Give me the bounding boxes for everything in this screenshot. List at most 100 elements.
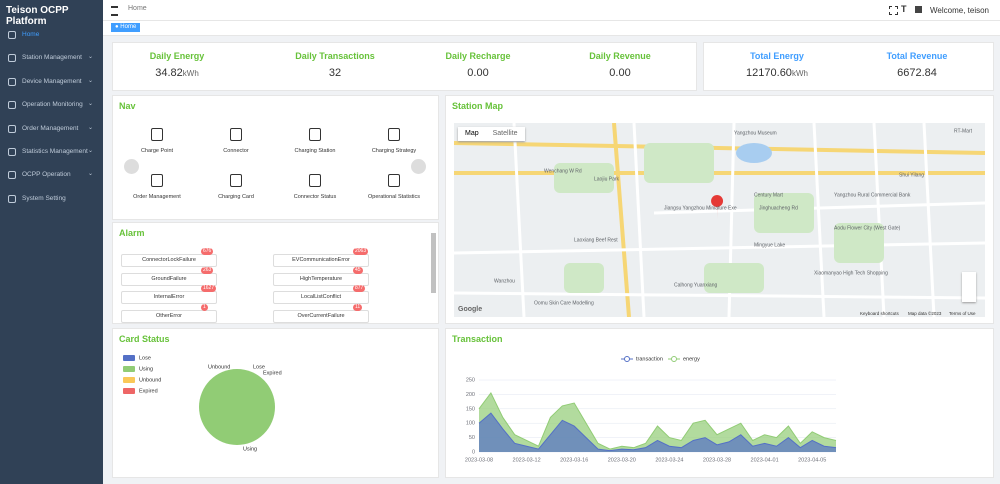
menu-item[interactable]: Station Management ⌄	[0, 51, 103, 65]
menu-item[interactable]: Device Management ⌄	[0, 75, 103, 89]
map-label: Yangzhou Rural Commercial Bank	[834, 192, 911, 198]
tag[interactable]: ● Home	[111, 23, 141, 32]
nav-item[interactable]: Connector	[196, 126, 276, 160]
map-park	[704, 263, 764, 293]
menu-arrow: ⌄	[88, 124, 94, 131]
alarm-item[interactable]: LocalListConflict	[273, 291, 369, 304]
carousel-next[interactable]	[411, 159, 426, 174]
scrollbar[interactable]	[431, 233, 436, 293]
pie-label: Using	[243, 446, 257, 452]
map-lake	[736, 143, 772, 163]
legend-marker	[671, 356, 677, 362]
avatar[interactable]	[915, 6, 922, 13]
nav-item[interactable]: Connector Status	[275, 172, 355, 206]
alarm-item[interactable]: EVCommunicationError	[273, 254, 369, 267]
menu-item[interactable]: Operation Monitoring ⌄	[0, 98, 103, 112]
alarm-badge: 877	[353, 285, 366, 292]
menu-icon	[8, 148, 16, 156]
menu-icon	[8, 124, 16, 133]
map-road	[922, 123, 936, 317]
map-road	[812, 123, 826, 317]
panel-title: Card Status	[119, 334, 170, 344]
menu-item[interactable]: Order Management ⌄	[0, 122, 103, 136]
nav-icon	[388, 174, 400, 187]
map-type-button[interactable]: Satellite	[492, 130, 518, 137]
alarm-item[interactable]: OtherError	[121, 309, 217, 323]
nav-icon	[388, 128, 400, 141]
breadcrumb: Home	[128, 5, 147, 12]
card-status-panel: Card Status Lose Using Unbound Expired Lose Us…	[112, 328, 439, 478]
nav-label: Charging Station	[294, 148, 336, 154]
stat-label: Total Revenue	[886, 51, 948, 61]
x-tick-label: 2023-03-08	[465, 457, 493, 463]
map-label: Aodu Flower City (West Gate)	[834, 225, 901, 231]
menu-item[interactable]: System Setting	[0, 192, 103, 206]
daily-stats: Daily Energy 34.82kWh Daily Transactions 32…	[112, 42, 697, 91]
area	[479, 413, 836, 452]
alarm-panel: Alarm ConnectorLockFailure 676 EVCommunica…	[112, 222, 439, 324]
map-label: Wanzhou	[494, 278, 515, 284]
menu-item[interactable]: Home	[0, 28, 103, 42]
menu-label: Order Management	[22, 124, 79, 132]
stat-number: 12170.60	[746, 67, 792, 79]
pie-label: Lose	[253, 364, 265, 370]
nav-label: Connector	[223, 148, 249, 154]
transaction-panel: Transaction 0 50 100 150 200 250 2023-03-08 2023…	[445, 328, 994, 478]
nav-label: Order Management	[133, 194, 181, 200]
x-tick-label: 2023-03-12	[513, 457, 541, 463]
alarm-item[interactable]: InternalError	[121, 291, 217, 304]
stat-number: 6672.84	[897, 67, 937, 79]
nav-item[interactable]: Charge Point	[117, 126, 197, 160]
carousel-prev[interactable]	[124, 159, 139, 174]
size-icon[interactable]: T	[901, 4, 907, 14]
nav-icon	[230, 174, 242, 187]
stat-label: Daily Recharge	[445, 51, 511, 61]
menu-icon	[8, 101, 16, 110]
line	[478, 412, 837, 452]
nav-item[interactable]: Charging Station	[275, 126, 355, 160]
nav-item[interactable]: Operational Statistics	[354, 172, 434, 206]
map-type-button[interactable]: Map	[465, 130, 479, 137]
nav-label: Connector Status	[293, 194, 337, 200]
nav-item[interactable]: Order Management	[117, 172, 197, 206]
alarm-item[interactable]: GroundFailure	[121, 272, 217, 286]
total-stats: Total Energy 12170.60kWh Total Revenue 6672…	[703, 42, 994, 91]
menu-label: OCPP Operation	[22, 171, 71, 179]
menu-arrow: ⌄	[88, 101, 94, 108]
map-road	[612, 123, 631, 317]
map-park	[834, 223, 884, 263]
nav-label: Charging Strategy	[371, 148, 417, 154]
menu-label: System Setting	[22, 194, 66, 202]
nav-label: Operational Statistics	[368, 194, 420, 200]
y-tick-label: 0	[472, 449, 475, 455]
menu-arrow: ⌄	[88, 77, 94, 84]
user-greeting[interactable]: Welcome, teison	[930, 6, 989, 15]
nav-icon	[151, 128, 163, 141]
map-label: Shui Yilang	[899, 172, 924, 178]
nav-item[interactable]: Charging Strategy	[354, 126, 434, 160]
y-tick-label: 100	[466, 421, 475, 427]
alarm-name: ConnectorLockFailure	[142, 257, 196, 263]
map-park	[564, 263, 604, 293]
map-road	[632, 123, 646, 317]
stat-value: 0.00	[418, 67, 538, 79]
panel-title: Alarm	[119, 228, 145, 238]
menu-item[interactable]: Statistics Management ⌄	[0, 145, 103, 159]
alarm-badge: 1627	[201, 285, 217, 292]
nav-item[interactable]: Charging Card	[196, 172, 276, 206]
menu-item[interactable]: OCPP Operation ⌄	[0, 168, 103, 182]
map-road	[454, 141, 985, 155]
stat-number: 32	[328, 67, 342, 79]
alarm-item[interactable]: OverCurrentFailure	[273, 309, 369, 323]
stat-number: 34.82	[155, 67, 183, 79]
alarm-item[interactable]: HighTemperature	[273, 272, 369, 286]
map-zoom[interactable]	[962, 272, 976, 302]
chart: LoseUsingUnboundExpiredLoseUsingUnboundE…	[123, 355, 282, 452]
hamburger[interactable]	[111, 6, 118, 16]
map-label: Xiaomanyao High Tech Shopping	[814, 270, 888, 276]
map-type-control: Map Satellite	[458, 127, 525, 141]
map-label: Jinghuacheng Rd	[759, 205, 798, 211]
fullscreen-icon[interactable]	[889, 6, 898, 15]
alarm-item[interactable]: ConnectorLockFailure	[121, 254, 217, 267]
